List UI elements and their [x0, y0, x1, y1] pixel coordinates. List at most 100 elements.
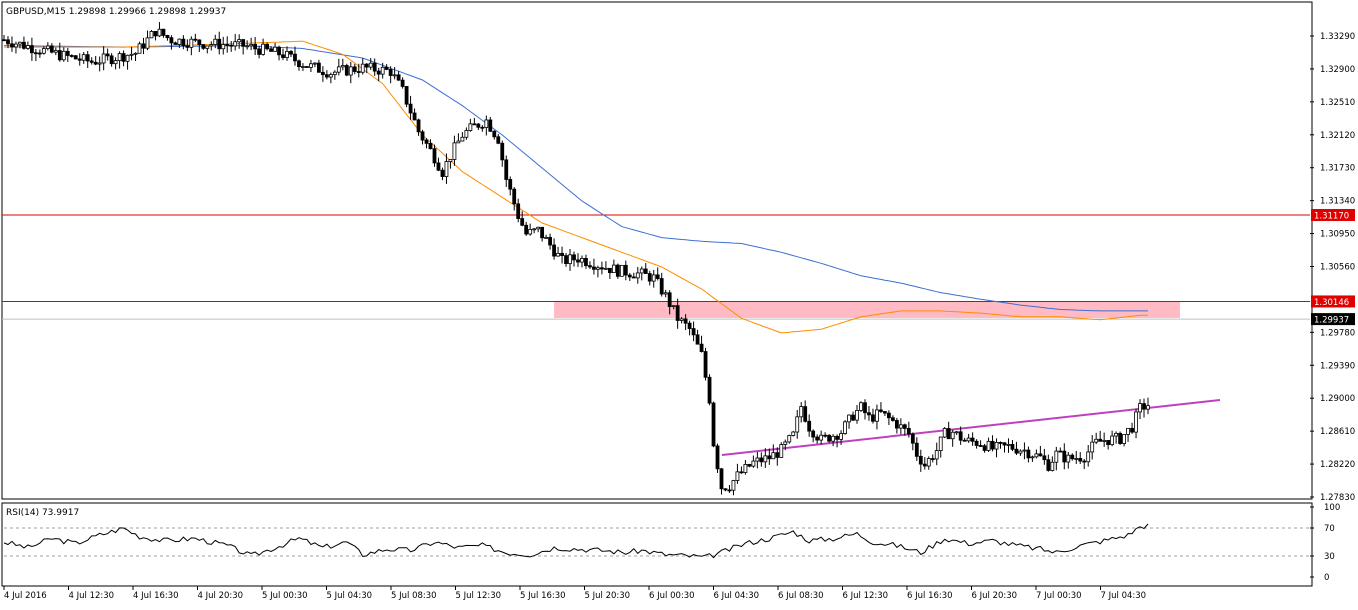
y-tick-label: 1.33290: [1320, 32, 1355, 42]
candle-bear: [512, 188, 517, 205]
candle-bear: [141, 43, 146, 49]
candle-bull: [898, 424, 903, 429]
candle-bull: [966, 437, 971, 442]
price-label: 1.29937: [1314, 316, 1349, 326]
rsi-tick-label: 30: [1324, 552, 1335, 562]
candle-bear: [33, 52, 38, 55]
x-tick-label: 7 Jul 00:30: [1036, 591, 1082, 601]
candle-bull: [237, 39, 242, 43]
candle-bull: [177, 38, 182, 45]
candle-bear: [982, 445, 987, 451]
candle-bear: [277, 46, 281, 56]
candle-bear: [699, 343, 704, 352]
candle-bear: [815, 436, 820, 441]
candle-bull: [285, 51, 289, 58]
y-tick-label: 1.29000: [1320, 394, 1355, 404]
candle-bear: [990, 440, 995, 450]
candle-bear: [540, 226, 545, 239]
candle-bull: [1086, 451, 1091, 463]
x-tick-label: 4 Jul 20:30: [198, 591, 244, 601]
candle-bull: [444, 161, 449, 177]
candle-bear: [153, 31, 158, 37]
candle-bear: [165, 35, 170, 39]
candle-bear: [548, 237, 552, 246]
candle-bear: [65, 50, 70, 56]
candle-bear: [1118, 432, 1122, 444]
candle-bear: [659, 278, 664, 295]
candle-bear: [193, 38, 198, 41]
candle-bear: [420, 131, 425, 141]
candle-bull: [795, 416, 800, 433]
candle-bear: [564, 255, 568, 264]
candle-bull: [831, 435, 836, 442]
candle-bear: [6, 39, 10, 45]
rsi-panel-frame: [1, 502, 1313, 587]
candle-bull: [149, 31, 154, 39]
candle-bear: [293, 53, 297, 62]
candle-bull: [580, 258, 584, 263]
candle-bear: [281, 54, 285, 58]
candle-bull: [452, 142, 457, 160]
rsi-label: RSI(14) 73.9917: [6, 508, 79, 518]
candle-bear: [121, 53, 126, 62]
candle-bear: [867, 412, 871, 416]
candle-bear: [10, 43, 14, 48]
candle-bull: [1066, 454, 1071, 463]
candle-bear: [970, 437, 975, 442]
candle-bull: [273, 46, 277, 52]
candle-bear: [57, 50, 62, 61]
ma-slow-line: [4, 45, 1148, 312]
y-tick-label: 1.27830: [1320, 493, 1355, 503]
candle-bear: [1062, 450, 1067, 463]
price-label-bg: [1311, 295, 1355, 308]
x-tick-label: 5 Jul 04:30: [327, 591, 373, 601]
candle-bear: [835, 435, 839, 440]
candle-bull: [731, 480, 736, 491]
candle-bull: [950, 431, 955, 440]
candle-bull: [484, 119, 489, 128]
candle-bear: [600, 267, 604, 270]
y-tick-label: 1.32120: [1320, 131, 1355, 141]
candle-bull: [137, 43, 142, 54]
candle-bear: [715, 445, 720, 470]
candle-bear: [89, 60, 94, 63]
candle-bear: [691, 328, 696, 336]
price-label-bg: [1311, 313, 1355, 326]
y-tick-label: 1.29780: [1320, 328, 1355, 338]
candle-bear: [396, 74, 401, 81]
x-tick-label: 6 Jul 20:30: [972, 591, 1018, 601]
candle-bear: [627, 274, 632, 278]
price-label-bg: [1311, 208, 1355, 221]
candle-bear: [962, 439, 967, 442]
candle-bear: [707, 376, 712, 404]
chart-header: GBPUSD,M15 1.29898 1.29966 1.29898 1.299…: [6, 7, 226, 17]
candle-bull: [309, 63, 313, 68]
x-tick-label: 5 Jul 00:30: [262, 591, 308, 601]
candle-bear: [424, 139, 429, 144]
candle-bear: [1042, 455, 1047, 461]
candle-bear: [30, 45, 34, 54]
price-labels: 1.31170 1.30146 1.29937: [1311, 208, 1355, 326]
candle-bear: [890, 417, 895, 421]
candle-bear: [344, 65, 349, 76]
candle-bull: [528, 229, 533, 235]
candle-bear: [775, 452, 780, 458]
candle-bull: [117, 53, 122, 61]
candle-bull: [611, 264, 616, 274]
candle-bull: [938, 436, 943, 451]
candle-bull: [61, 50, 66, 61]
candle-bull: [245, 45, 250, 48]
candle-bull: [125, 54, 130, 62]
candle-bear: [372, 62, 377, 72]
candle-bear: [404, 86, 409, 105]
x-tick-label: 4 Jul 2016: [4, 591, 47, 601]
candle-bull: [189, 38, 194, 48]
candle-bear: [37, 52, 42, 55]
candle-bull: [619, 264, 624, 277]
candle-bull: [249, 43, 254, 47]
candle-bear: [914, 442, 919, 457]
moving-averages-layer: [4, 40, 1148, 334]
candle-bear: [643, 268, 648, 274]
